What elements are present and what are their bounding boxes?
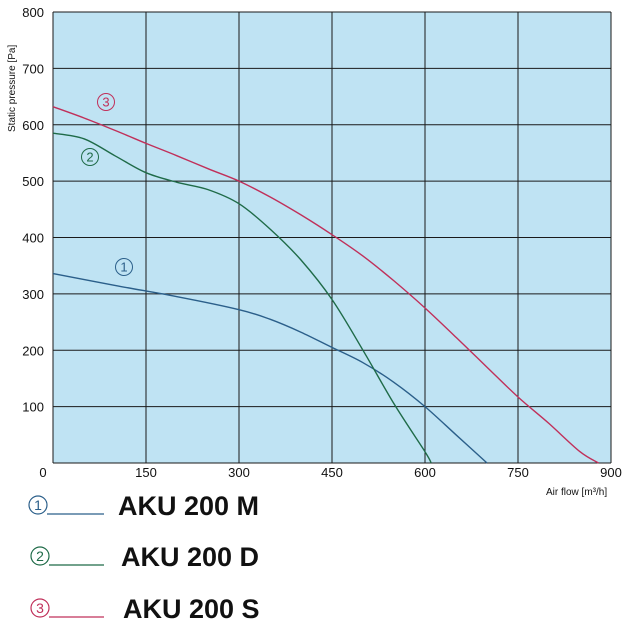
x-tick-label: 300 [228, 465, 250, 480]
y-axis-title: Static pressure [Pa] [7, 45, 18, 132]
curve-aku-200-d [52, 132, 432, 464]
x-tick-label: 750 [507, 465, 529, 480]
legend-marker-circle [30, 598, 50, 618]
x-tick-label: 0 [39, 465, 46, 480]
legend-label: AKU 200 D [121, 542, 259, 572]
curve-markers: 1 2 3 [81, 93, 133, 276]
x-tick-label: 150 [135, 465, 157, 480]
legend-marker-circle [28, 495, 48, 515]
y-tick-label: 300 [22, 287, 44, 302]
y-tick-label: 700 [22, 61, 44, 76]
x-tick-label: 600 [414, 465, 436, 480]
y-tick-label: 600 [22, 118, 44, 133]
legend: 1 AKU 200 M 2 AKU 200 D 3 AKU 200 S [28, 491, 260, 624]
legend-label: AKU 200 M [118, 491, 259, 521]
legend-marker: 3 [36, 600, 44, 616]
legend-label: AKU 200 S [123, 594, 260, 624]
curve-aku-200-s [52, 106, 599, 464]
curve-marker-label: 3 [102, 95, 109, 110]
curve-marker-circle [81, 148, 99, 166]
legend-marker-circle [30, 546, 50, 566]
curve-aku-200-m [52, 272, 488, 464]
y-tick-label: 100 [22, 400, 44, 415]
curve-marker-label: 2 [86, 150, 93, 165]
x-tick-label: 450 [321, 465, 343, 480]
x-axis-title: Air flow [m³/h] [546, 487, 607, 498]
legend-marker: 1 [34, 497, 42, 513]
y-tick-label: 500 [22, 174, 44, 189]
x-axis-ticks: 0 150 300 450 600 750 900 [39, 465, 621, 480]
y-axis-ticks: 100 200 300 400 500 600 700 800 [22, 5, 44, 415]
y-tick-label: 800 [22, 5, 44, 20]
grid [52, 11, 612, 464]
x-tick-label: 900 [600, 465, 622, 480]
y-tick-label: 200 [22, 343, 44, 358]
curve-marker-label: 1 [120, 260, 127, 275]
curve-marker-circle [97, 93, 115, 111]
y-tick-label: 400 [22, 231, 44, 246]
curve-marker-circle [115, 258, 133, 276]
curves [52, 106, 599, 464]
legend-marker: 2 [36, 548, 44, 564]
